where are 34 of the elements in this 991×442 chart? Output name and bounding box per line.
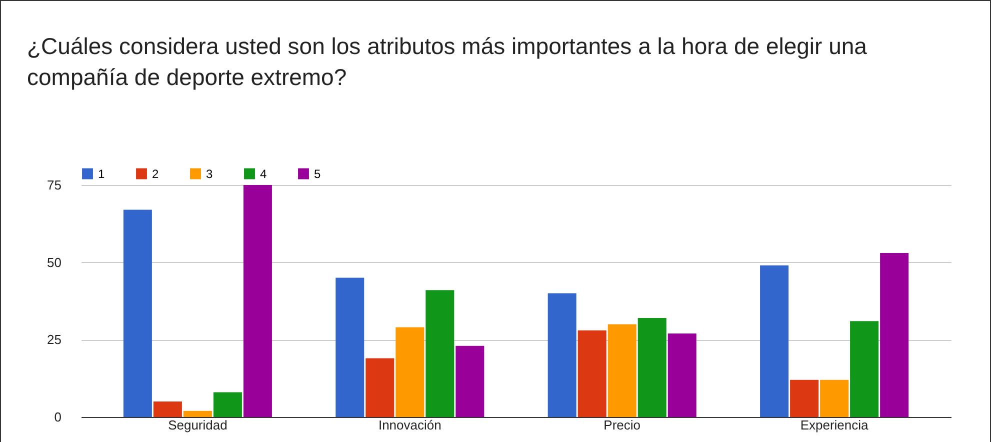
legend-label: 3 bbox=[206, 166, 213, 181]
bar bbox=[153, 402, 182, 417]
y-tick-label: 25 bbox=[47, 332, 62, 348]
bar bbox=[668, 333, 696, 417]
y-tick-label: 75 bbox=[47, 178, 62, 192]
bar bbox=[456, 346, 484, 417]
bar bbox=[396, 327, 424, 417]
bar bbox=[336, 278, 364, 417]
bar bbox=[243, 185, 272, 417]
legend-label: 5 bbox=[314, 166, 321, 181]
y-tick-label: 0 bbox=[54, 410, 62, 424]
bar bbox=[366, 358, 394, 417]
bar bbox=[850, 321, 879, 417]
bar bbox=[548, 293, 576, 417]
legend-label: 1 bbox=[98, 166, 105, 181]
bar bbox=[880, 253, 909, 417]
bar bbox=[760, 265, 789, 417]
bar bbox=[608, 324, 636, 417]
bar bbox=[820, 380, 849, 417]
bar bbox=[790, 380, 819, 417]
legend-label: 2 bbox=[152, 166, 159, 181]
bar bbox=[638, 318, 666, 417]
y-tick-label: 50 bbox=[47, 254, 62, 270]
bar bbox=[123, 210, 152, 417]
x-tick-label: Experiencia bbox=[800, 418, 870, 432]
bar bbox=[426, 290, 454, 417]
bar bbox=[213, 392, 242, 417]
bar bbox=[183, 410, 212, 417]
x-tick-label: Seguridad bbox=[168, 418, 228, 432]
legend-label: 4 bbox=[260, 166, 267, 181]
bar bbox=[578, 330, 606, 417]
chart-title: ¿Cuáles considera usted son los atributos más importantes a la hora de elegir una compañía de deporte extremo? bbox=[27, 32, 868, 92]
x-tick-label: Precio bbox=[604, 418, 641, 432]
x-tick-label: Innovación bbox=[378, 418, 442, 432]
